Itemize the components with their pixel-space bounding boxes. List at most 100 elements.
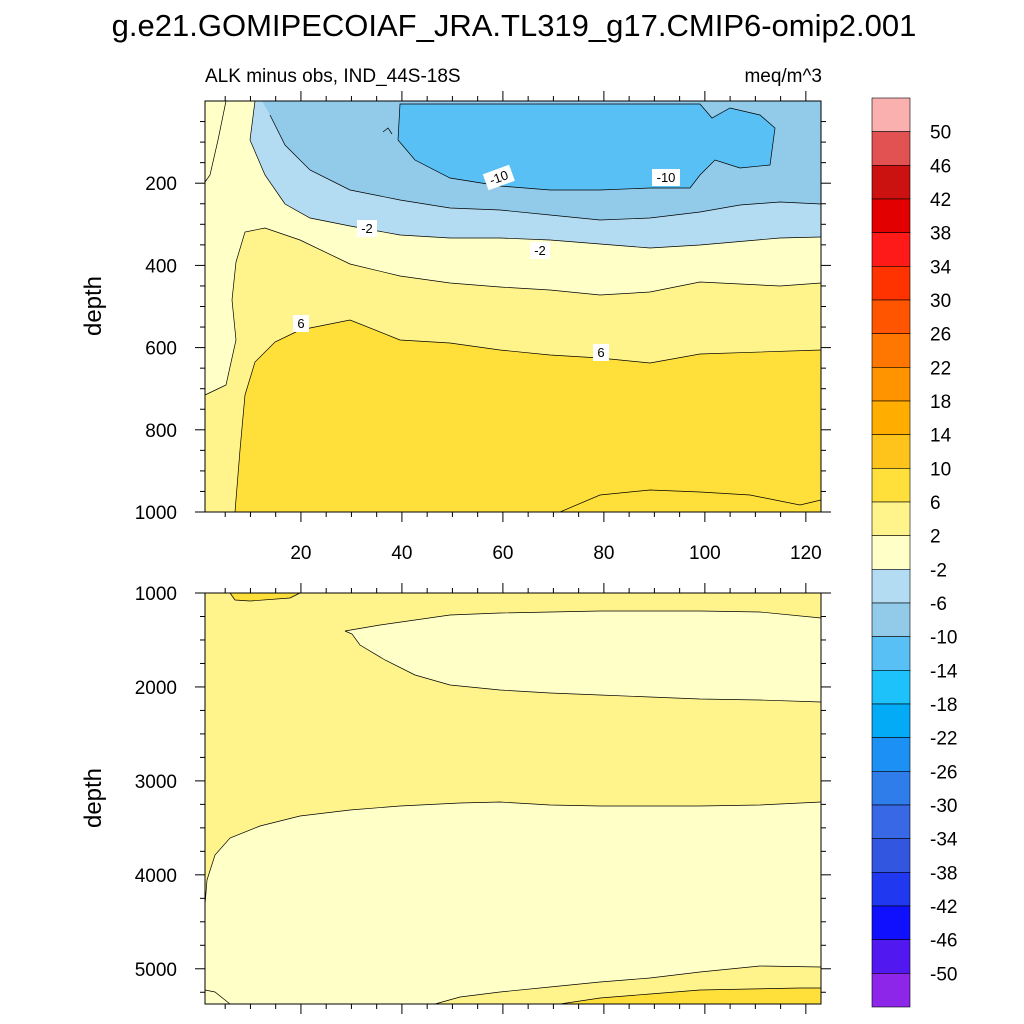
x-tick-label: 40 [391, 543, 412, 564]
upper-band-neg14-neg10 [398, 104, 775, 190]
colorbar-tick-label: 38 [930, 224, 951, 245]
colorbar: 50 46 42 38 34 30 26 22 18 14 10 6 2 -2 -6 -10 -14 -18 -22… [871, 97, 958, 1008]
colorbar-swatch [871, 569, 911, 604]
colorbar-swatch [871, 400, 911, 435]
x-tick-label: 100 [689, 543, 721, 564]
y-tick-label: 200 [145, 174, 177, 195]
colorbar-tick-label: -34 [930, 830, 958, 851]
colorbar-tick-label: 10 [930, 459, 951, 480]
contour-label: 6 [593, 344, 609, 361]
colorbar-swatch [871, 973, 911, 1008]
contour-label: -2 [530, 242, 550, 259]
y-tick-label: 5000 [135, 960, 177, 981]
colorbar-swatch [871, 838, 911, 873]
upper-y-tick-labels: 200 400 600 800 1000 [135, 174, 177, 524]
lower-axis-ticks [195, 583, 831, 1014]
colorbar-swatch [871, 670, 911, 705]
colorbar-tick-label: -30 [930, 796, 957, 817]
colorbar-swatch [871, 165, 911, 200]
colorbar-swatch [871, 804, 911, 839]
colorbar-tick-label: -14 [930, 661, 958, 682]
svg-text:-2: -2 [534, 243, 546, 258]
contour-label: -10 [482, 164, 515, 191]
colorbar-tick-label: 34 [930, 257, 952, 278]
colorbar-swatch [871, 131, 911, 166]
y-tick-label: 400 [145, 256, 177, 277]
colorbar-tick-label: 14 [930, 426, 952, 447]
colorbar-tick-label: 18 [930, 392, 951, 413]
y-tick-label: 1000 [135, 584, 177, 605]
colorbar-swatch [871, 501, 911, 536]
chart-title: g.e21.GOMIPECOIAF_JRA.TL319_g17.CMIP6-om… [112, 8, 917, 43]
colorbar-swatch [871, 266, 911, 301]
colorbar-tick-label: 46 [930, 156, 951, 177]
colorbar-tick-label: 6 [930, 493, 941, 514]
colorbar-tick-label: -22 [930, 729, 957, 750]
lower-band-6-10-bottom [560, 988, 821, 1004]
colorbar-tick-label: -10 [930, 628, 957, 649]
svg-text:-2: -2 [361, 221, 373, 236]
y-tick-label: 2000 [135, 678, 177, 699]
colorbar-swatch [871, 434, 911, 469]
y-tick-label: 1000 [135, 503, 177, 524]
colorbar-tick-label: 42 [930, 190, 951, 211]
svg-text:-10: -10 [487, 167, 510, 188]
colorbar-tick-label: 2 [930, 527, 941, 548]
upper-axis-ticks [195, 91, 831, 522]
colorbar-swatch [871, 872, 911, 907]
lower-panel: 1000 2000 3000 4000 5000 depth [80, 583, 831, 1014]
y-tick-label: 800 [145, 421, 177, 442]
y-tick-label: 600 [145, 339, 177, 360]
x-tick-label: 60 [492, 543, 513, 564]
colorbar-swatch [871, 602, 911, 637]
lower-contour-lines [204, 592, 822, 1005]
colorbar-swatch [871, 97, 911, 132]
colorbar-tick-label: 30 [930, 291, 951, 312]
lower-band-neg2-2-deep [205, 802, 821, 1004]
colorbar-swatch [871, 232, 911, 267]
colorbar-swatch [871, 367, 911, 402]
colorbar-tick-label: -2 [930, 560, 947, 581]
colorbar-swatch [871, 636, 911, 671]
colorbar-swatch [871, 198, 911, 233]
y-tick-label: 4000 [135, 866, 177, 887]
colorbar-tick-label: -38 [930, 863, 957, 884]
colorbar-swatch [871, 939, 911, 974]
colorbar-tick-label: -50 [930, 964, 957, 985]
upper-contour-labels: -10 -10 -2 -2 6 6 [293, 164, 680, 361]
colorbar-swatch [871, 333, 911, 368]
lower-y-axis-label: depth [80, 768, 107, 828]
colorbar-swatch [871, 299, 911, 334]
colorbar-tick-label: 50 [930, 123, 951, 144]
colorbar-swatch [871, 703, 911, 738]
y-tick-label: 3000 [135, 772, 177, 793]
colorbar-tick-label: -26 [930, 762, 957, 783]
colorbar-tick-label: 22 [930, 358, 951, 379]
lower-y-tick-labels: 1000 2000 3000 4000 5000 [135, 584, 177, 981]
upper-x-tick-labels: 20 40 60 80 100 120 [290, 543, 821, 564]
colorbar-swatch [871, 535, 911, 570]
contour-label: 6 [293, 315, 309, 332]
colorbar-swatch [871, 771, 911, 806]
upper-right-label: meq/m^3 [744, 66, 822, 87]
lower-band-6-10-top [230, 593, 300, 601]
svg-text:6: 6 [297, 316, 304, 331]
colorbar-tick-label: -46 [930, 931, 957, 952]
lower-plot-frame [204, 592, 822, 1005]
colorbar-tick-label: -18 [930, 695, 957, 716]
upper-left-label: ALK minus obs, IND_44S-18S [205, 66, 461, 87]
contour-label: -2 [357, 220, 377, 237]
contour-label: -10 [652, 169, 680, 186]
upper-contour-lines [204, 100, 822, 513]
upper-y-axis-label: depth [80, 276, 107, 336]
lower-band-neg2-2-mid [345, 611, 821, 702]
colorbar-swatch [871, 905, 911, 940]
svg-text:-10: -10 [657, 170, 676, 185]
upper-panel: ALK minus obs, IND_44S-18S meq/m^3 [80, 66, 831, 564]
svg-text:6: 6 [597, 345, 604, 360]
colorbar-tick-label: 26 [930, 325, 951, 346]
colorbar-tick-label: -42 [930, 897, 957, 918]
x-tick-label: 20 [290, 543, 311, 564]
x-tick-label: 80 [593, 543, 614, 564]
